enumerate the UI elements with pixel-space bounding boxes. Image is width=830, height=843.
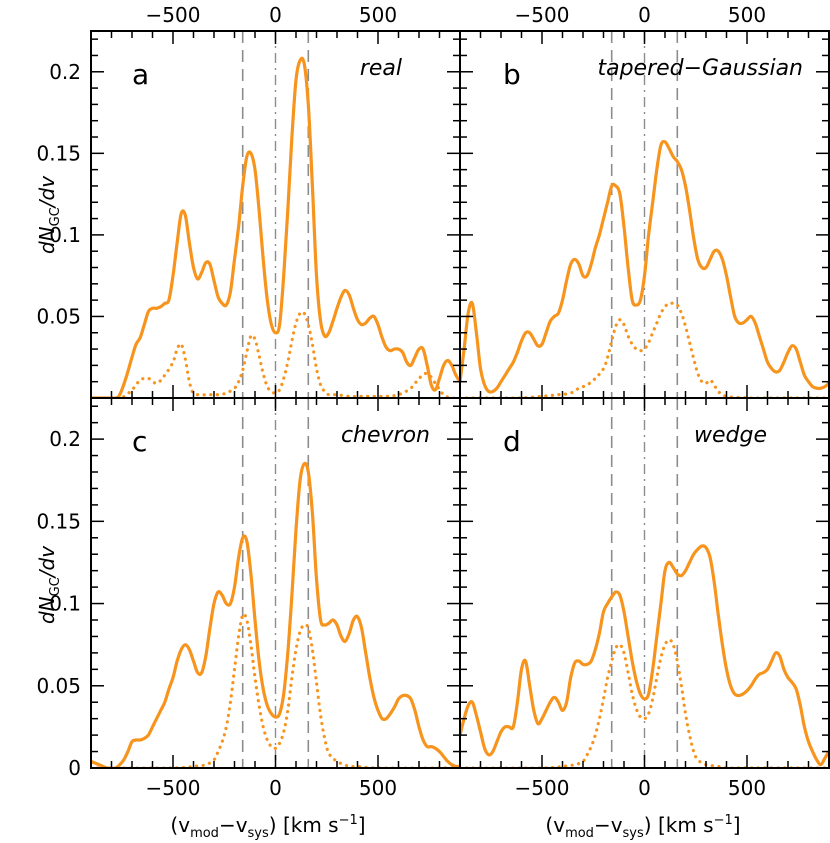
y-title-rest: /dv [35,545,59,579]
plot-area-c: 0 0.05 0.1 0.15 0.2 −500 0 500 [36,397,461,800]
y-title-rest: /dv [35,175,59,209]
y-axis-title-top: dNGC/dv [35,175,63,254]
x-title-unit: ) [km s [644,813,714,837]
series-line-solid [91,56,460,398]
x-tick-label-bottom: 500 [359,776,397,800]
x-tick-label-top: −500 [146,3,201,27]
x-tick-label-top: 0 [638,3,651,27]
plot-area-d: −500 0 500 [459,397,830,800]
x-tick-label-bottom: 500 [728,776,766,800]
x-tick-label-top: 500 [728,3,766,27]
x-title-open: (v [170,813,190,837]
y-tick-label: 0.05 [36,304,81,328]
y-title-sub: GC [48,577,63,596]
y-tick-label: 0.15 [36,509,81,533]
x-title-exp: −1 [714,813,733,828]
x-tick-label-top: 500 [359,3,397,27]
y-tick-label: 0.2 [49,60,81,84]
x-title-mid: −v [594,813,623,837]
x-title-exp: −1 [339,813,358,828]
x-tick-label-bottom: −500 [146,776,201,800]
panel-c: 0 0.05 0.1 0.15 0.2 −500 0 500 c chevron [36,397,461,800]
x-tick-label-top: 0 [269,3,282,27]
svg-text:dNGC/dv: dNGC/dv [35,545,63,624]
x-title-sub1: mod [565,826,594,841]
y-title-main: dN [35,596,59,624]
series-line-solid [460,139,829,394]
panel-letter-d: d [503,425,521,458]
panel-letter-b: b [503,58,521,91]
x-title-close: ] [358,813,366,837]
x-tick-label-top: −500 [515,3,570,27]
series-line-dotted [91,612,460,768]
panel-b: −500 0 500 b tapered−Gaussian [459,3,830,399]
panel-a: 0.05 0.1 0.15 0.2 −500 0 500 a real [36,3,461,399]
x-title-sub1: mod [190,826,219,841]
y-axis-title-bottom: dNGC/dv [35,545,63,624]
panel-letter-c: c [132,425,147,458]
panel-letter-a: a [132,58,149,91]
y-title-sub: GC [48,207,63,226]
series-line-dotted [460,301,829,398]
y-tick-label: 0.05 [36,674,81,698]
y-tick-label: 0.1 [49,223,81,247]
x-tick-label-bottom: 0 [638,776,651,800]
x-title-sub2: sys [248,826,269,841]
x-axis-title-right: (vmod−vsys) [km s−1] [545,813,740,841]
series-line-dotted [91,310,460,398]
y-tick-label: 0.2 [49,427,81,451]
panel-name-tapered-gaussian: tapered−Gaussian [597,56,803,81]
y-tick-label: 0.15 [36,141,81,165]
x-title-open: (v [545,813,565,837]
series-line-solid [91,461,460,768]
x-tick-label-bottom: −500 [515,776,570,800]
x-title-unit: ) [km s [269,813,339,837]
series-line-solid [460,544,829,767]
panel-name-chevron: chevron [341,423,430,448]
x-title-mid: −v [219,813,248,837]
panel-d: −500 0 500 d wedge [459,397,830,800]
panel-name-real: real [360,56,402,81]
svg-text:dNGC/dv: dNGC/dv [35,175,63,254]
x-axis-title-left: (vmod−vsys) [km s−1] [170,813,365,841]
x-title-close: ] [733,813,741,837]
x-title-sub2: sys [623,826,644,841]
x-tick-label-bottom: 0 [269,776,282,800]
y-title-main: dN [35,226,59,254]
panel-name-wedge: wedge [694,423,767,448]
y-tick-label: 0 [68,756,81,780]
series-line-dotted [460,638,829,768]
plot-area-b: −500 0 500 [459,3,830,399]
y-tick-label: 0.1 [49,592,81,616]
